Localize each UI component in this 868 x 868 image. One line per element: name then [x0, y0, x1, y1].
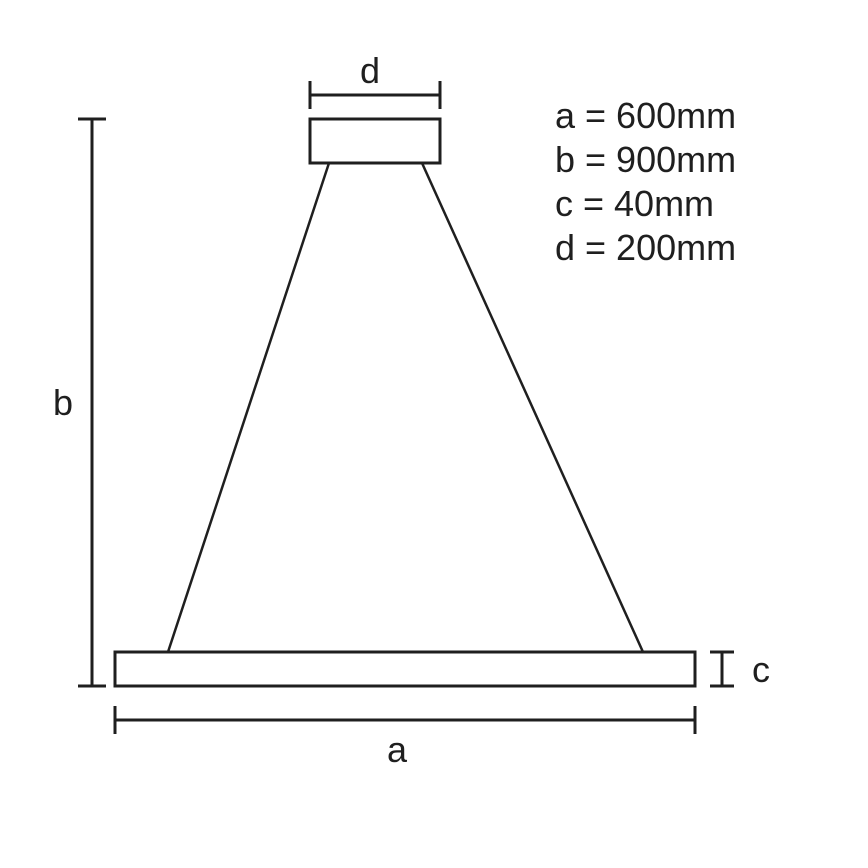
panel-rect: [115, 652, 695, 686]
label-a: a: [387, 729, 408, 770]
dimension-b: b: [53, 119, 106, 686]
canopy-rect: [310, 119, 440, 163]
legend-a: a = 600mm: [555, 95, 736, 136]
dimension-d: d: [310, 50, 440, 109]
legend-c: c = 40mm: [555, 183, 714, 224]
legend: a = 600mm b = 900mm c = 40mm d = 200mm: [555, 95, 736, 268]
label-c: c: [752, 649, 770, 690]
legend-d: d = 200mm: [555, 227, 736, 268]
label-b: b: [53, 382, 73, 423]
legend-b: b = 900mm: [555, 139, 736, 180]
dimension-c: c: [710, 649, 770, 690]
dimension-a: a: [115, 706, 695, 770]
cable-left: [168, 163, 329, 652]
label-d: d: [360, 50, 380, 91]
